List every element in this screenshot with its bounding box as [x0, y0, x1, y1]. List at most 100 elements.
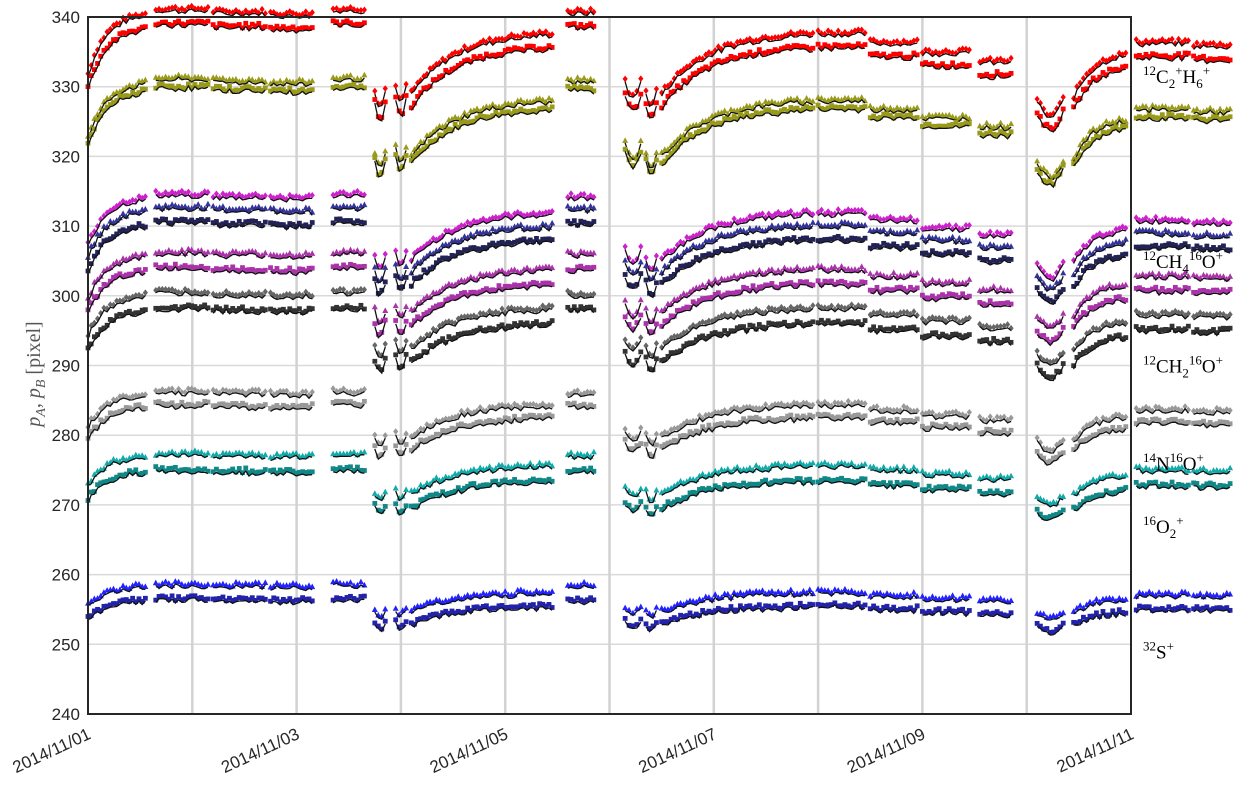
data-point [984, 257, 990, 262]
data-point [1057, 510, 1063, 515]
data-point [361, 20, 367, 26]
data-point [530, 306, 536, 314]
data-point [255, 450, 262, 456]
data-point [227, 23, 232, 29]
data-point [1047, 111, 1053, 119]
data-point [449, 414, 455, 422]
data-point [1110, 256, 1116, 262]
data-point [1172, 483, 1178, 489]
data-point [306, 469, 312, 475]
data-point [136, 471, 142, 477]
data-point [819, 282, 824, 288]
data-point [372, 321, 378, 327]
data-point [703, 252, 709, 258]
data-point [415, 94, 420, 99]
data-point [1120, 123, 1125, 129]
data-point [214, 304, 219, 310]
data-point [98, 53, 104, 59]
data-point [1077, 314, 1083, 320]
data-point [505, 211, 511, 218]
data-point [1090, 324, 1096, 332]
data-point [192, 304, 198, 309]
data-point [643, 304, 650, 311]
data-point [1084, 311, 1090, 317]
data-point [681, 343, 687, 349]
data-point [530, 280, 536, 285]
data-point [940, 61, 945, 67]
data-point [246, 405, 252, 410]
data-point [984, 302, 990, 308]
data-point [91, 241, 98, 247]
data-point [127, 226, 132, 231]
data-point [372, 500, 378, 506]
data-point [744, 403, 750, 411]
fit-line [155, 8, 209, 15]
data-point [142, 267, 148, 272]
data-point [418, 497, 424, 503]
data-point [223, 88, 229, 94]
data-point [858, 94, 865, 100]
data-point [791, 211, 797, 219]
data-point [379, 440, 385, 447]
data-point [172, 20, 178, 25]
data-point [734, 325, 740, 331]
data-point [804, 235, 809, 241]
data-point [741, 52, 746, 57]
data-point [622, 137, 629, 143]
data-point [287, 221, 293, 226]
data-point [1077, 351, 1083, 357]
data-point [1047, 178, 1053, 184]
data-point [653, 265, 660, 272]
data-point [818, 94, 825, 101]
data-point [468, 330, 474, 335]
data-point [88, 132, 94, 137]
data-point [205, 388, 211, 395]
data-point [1116, 238, 1123, 245]
data-point [842, 208, 848, 215]
data-point [565, 468, 571, 474]
data-point [984, 417, 990, 424]
data-point [465, 313, 471, 320]
fit-line [567, 79, 595, 87]
data-point [1140, 244, 1146, 250]
data-point [904, 104, 911, 110]
data-point [1034, 360, 1040, 366]
fit-line [645, 325, 657, 336]
data-point [775, 460, 782, 466]
data-point [549, 219, 556, 226]
data-point [330, 306, 336, 312]
data-point [810, 29, 816, 37]
data-point [1005, 300, 1010, 306]
data-point [1097, 257, 1103, 263]
data-point [1221, 56, 1226, 61]
data-point [489, 271, 496, 278]
data-point [712, 483, 718, 489]
data-point [1113, 66, 1119, 72]
data-point [936, 484, 942, 490]
fit-line [155, 390, 209, 397]
data-point [991, 73, 997, 79]
data-point [1057, 116, 1063, 122]
data-point [926, 252, 932, 258]
data-point [527, 401, 533, 408]
data-point [165, 247, 172, 253]
data-point [719, 421, 724, 427]
data-point [499, 461, 506, 468]
data-point [172, 3, 178, 11]
data-point [198, 247, 205, 253]
data-point [452, 121, 458, 127]
data-point [1060, 349, 1066, 357]
data-point [1190, 220, 1197, 227]
data-point [800, 399, 807, 407]
data-point [166, 401, 172, 407]
data-point [1008, 54, 1014, 62]
data-point [709, 411, 715, 418]
data-point [794, 282, 800, 288]
data-point [130, 196, 136, 204]
data-point [564, 451, 571, 457]
fit-line [661, 238, 813, 286]
data-point [1193, 273, 1200, 279]
data-point [213, 291, 220, 299]
data-point [815, 398, 821, 406]
data-point [396, 449, 402, 455]
